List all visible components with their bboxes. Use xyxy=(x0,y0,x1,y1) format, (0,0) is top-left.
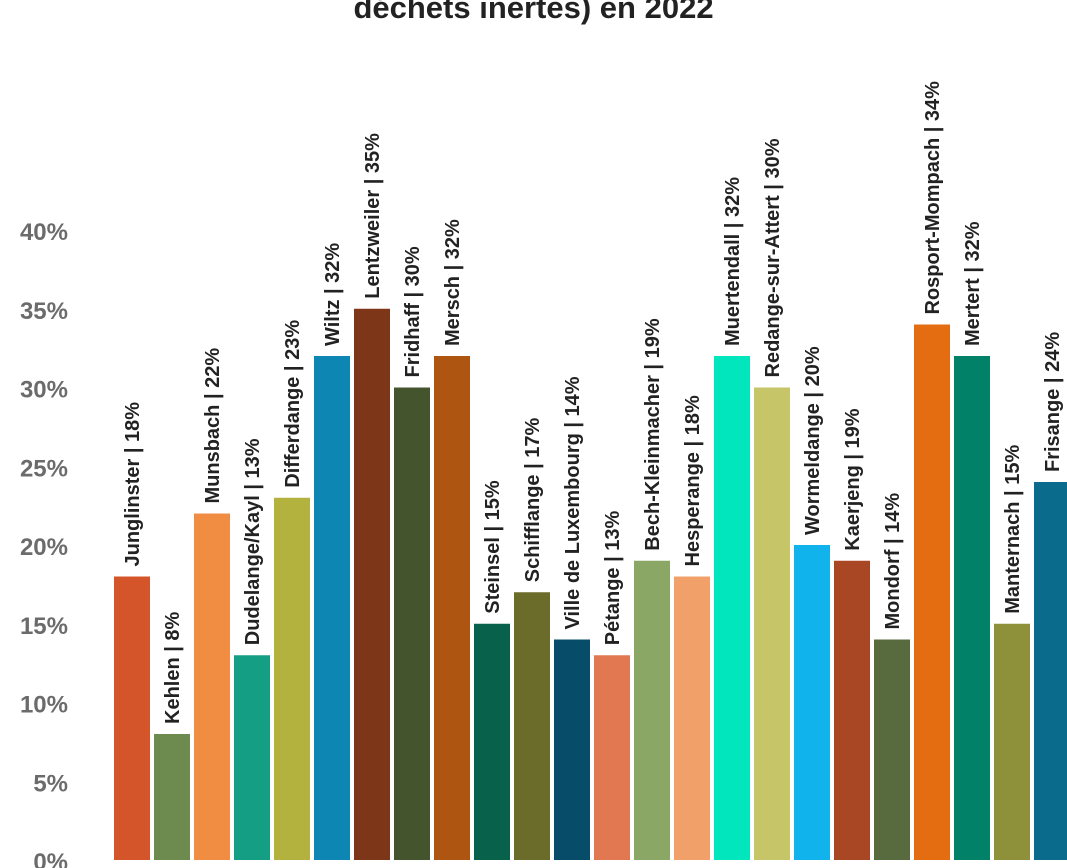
data-label: Redange-sur-Attert | 30% xyxy=(762,138,784,377)
bar-17 xyxy=(794,545,830,860)
bar-21 xyxy=(954,356,990,860)
bar-8 xyxy=(434,356,470,860)
data-label: Rosport-Mompach | 34% xyxy=(922,81,944,315)
data-label: Ville de Luxembourg | 14% xyxy=(562,376,584,629)
data-label: Hesperange | 18% xyxy=(682,395,704,566)
data-label: Pétange | 13% xyxy=(602,510,624,645)
y-tick-label: 35% xyxy=(20,298,68,325)
data-label: Dudelange/Kayl | 13% xyxy=(242,438,264,645)
bar-23 xyxy=(1034,482,1067,860)
bar-9 xyxy=(474,623,510,860)
data-label: Mertert | 32% xyxy=(962,221,984,346)
data-label: Mersch | 32% xyxy=(442,219,464,346)
bar-7 xyxy=(394,387,430,860)
bar-12 xyxy=(594,655,630,860)
data-label: Schifflange | 17% xyxy=(522,418,544,583)
bar-4 xyxy=(274,497,310,860)
bar-5 xyxy=(314,356,350,860)
bar-11 xyxy=(554,639,590,860)
bar-0 xyxy=(114,576,150,860)
chart-title: déchets inertes) en 2022 xyxy=(353,0,714,25)
bar-13 xyxy=(634,560,670,860)
data-label: Frisange | 24% xyxy=(1042,332,1064,472)
data-label: Kehlen | 8% xyxy=(162,611,184,724)
y-tick-label: 30% xyxy=(20,377,68,404)
y-tick-label: 5% xyxy=(33,770,68,797)
data-label: Muertendall | 32% xyxy=(722,177,744,346)
data-label: Wiltz | 32% xyxy=(322,243,344,346)
bar-19 xyxy=(874,639,910,860)
bar-16 xyxy=(754,387,790,860)
bar-20 xyxy=(914,324,950,860)
bar-18 xyxy=(834,560,870,860)
data-label: Wormeldange | 20% xyxy=(802,346,824,535)
data-label: Differdange | 23% xyxy=(282,320,304,488)
data-label: Munsbach | 22% xyxy=(202,348,224,504)
data-label: Mondorf | 14% xyxy=(882,493,904,630)
y-tick-label: 25% xyxy=(20,455,68,482)
data-label: Kaerjeng | 19% xyxy=(842,408,864,551)
y-tick-label: 15% xyxy=(20,613,68,640)
y-tick-label: 0% xyxy=(33,849,68,868)
data-label: Fridhaff | 30% xyxy=(402,246,424,377)
y-tick-label: 10% xyxy=(20,692,68,719)
data-label: Manternach | 15% xyxy=(1002,445,1024,614)
bar-2 xyxy=(194,513,230,860)
bar-3 xyxy=(234,655,270,860)
bar-6 xyxy=(354,308,390,860)
bar-10 xyxy=(514,592,550,860)
data-label: Junglinster | 18% xyxy=(122,402,144,567)
data-label: Lentzweiler | 35% xyxy=(362,133,384,299)
y-tick-label: 20% xyxy=(20,534,68,561)
bar-15 xyxy=(714,356,750,860)
data-label: Bech-Kleinmacher | 19% xyxy=(642,318,664,551)
bar-22 xyxy=(994,623,1030,860)
y-tick-label: 40% xyxy=(20,219,68,246)
bar-14 xyxy=(674,576,710,860)
data-label: Steinsel | 15% xyxy=(482,480,504,614)
bar-1 xyxy=(154,734,190,860)
